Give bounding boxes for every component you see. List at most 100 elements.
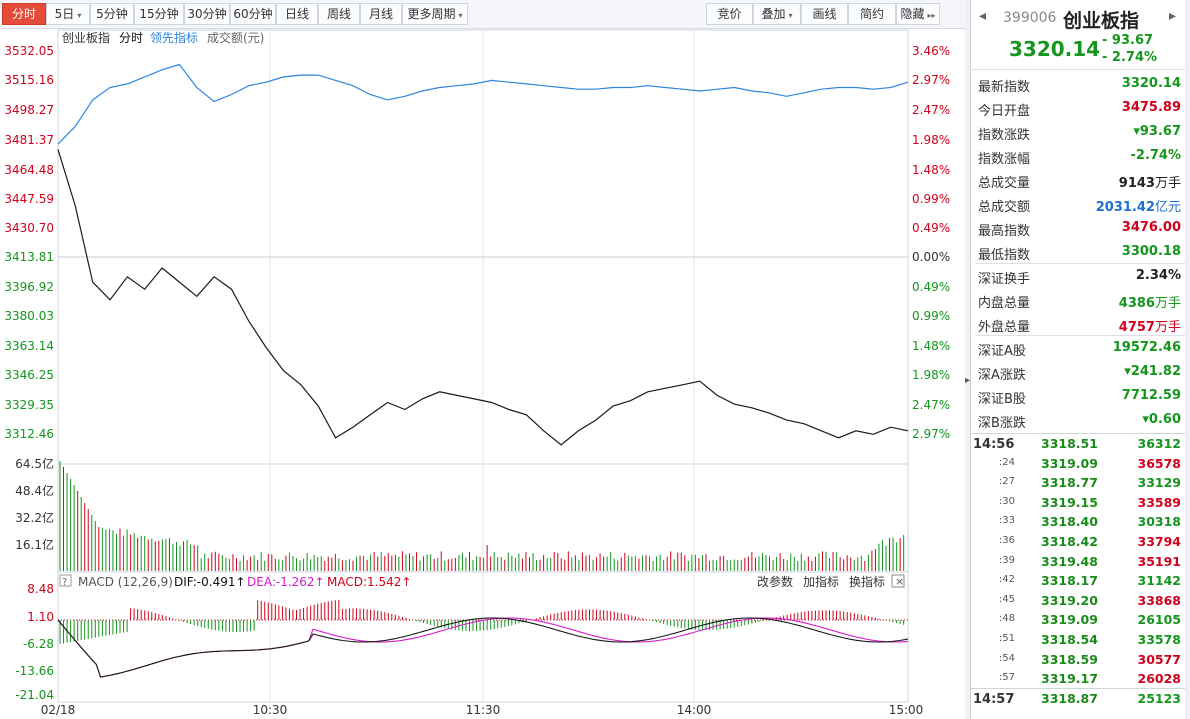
stat-row: 深B涨跌 ▾0.60 (978, 408, 1185, 432)
tick-price: 3318.59 (1041, 651, 1098, 667)
tick-price: 3319.48 (1041, 553, 1098, 569)
toolbar-button-label: 叠加 (761, 7, 786, 21)
toolbar-button-0[interactable]: 竞价 (706, 3, 753, 25)
index-price-line (57, 149, 909, 446)
toolbar-button-1[interactable]: 叠加 ▾ (753, 3, 801, 25)
stat-row: 最低指数 3300.18 (978, 240, 1185, 264)
tick-volume: 33868 (1137, 592, 1182, 608)
stat-value: 4757万手 (1118, 320, 1181, 335)
toolbar-button-4[interactable]: 隐藏 ▸▸ (896, 3, 940, 25)
period-tab-8[interactable]: 月线 (360, 3, 402, 25)
stat-label: 深证B股 (978, 392, 1026, 407)
panel-collapse-handle[interactable]: ▸ (965, 0, 970, 719)
period-tab-2[interactable]: 5分钟 (90, 3, 134, 25)
tick-volume: 30318 (1137, 514, 1182, 530)
period-tab-7[interactable]: 周线 (318, 3, 360, 25)
tick-row: :51 3318.54 33578 (975, 630, 1185, 650)
stat-label: 最低指数 (978, 248, 1031, 263)
period-tab-label: 5日 (54, 7, 75, 21)
prev-stock-icon[interactable]: ◂ (979, 8, 987, 24)
tick-row: 14:56 3318.51 36312 (973, 434, 1185, 454)
question-icon: ? (62, 577, 67, 588)
period-tab-label: 5分钟 (96, 7, 128, 21)
tick-price: 3318.40 (1041, 514, 1098, 530)
stat-label: 深证换手 (978, 272, 1031, 287)
tick-time: 14:57 (973, 691, 1015, 707)
period-tab-0[interactable]: 分时 (2, 3, 46, 25)
stat-value: 3475.89 (1121, 100, 1181, 115)
period-tab-6[interactable]: 日线 (276, 3, 318, 25)
stat-value: ▾93.67 (1133, 124, 1181, 139)
period-tab-5[interactable]: 60分钟 (230, 3, 276, 25)
tick-row: :57 3319.17 26028 (975, 669, 1185, 689)
tick-volume: 33794 (1137, 534, 1182, 549)
price-axis-label: 3447.59 (4, 192, 54, 206)
tick-time: :33 (998, 515, 1015, 527)
tick-time: :45 (998, 593, 1015, 605)
tick-volume: 35191 (1137, 553, 1182, 569)
tick-time: :24 (998, 456, 1015, 468)
macd-dif-line (57, 617, 909, 678)
pct-axis-label: 0.00% (912, 250, 950, 264)
stat-label: 内盘总量 (978, 296, 1031, 311)
price-axis-label: 3498.27 (4, 103, 54, 117)
time-axis-label: 14:00 (677, 703, 712, 717)
tick-row: :24 3319.09 36578 (975, 454, 1185, 474)
tick-time: :39 (998, 554, 1015, 566)
toolbar-button-3[interactable]: 简约 (848, 3, 896, 25)
stat-label: 最新指数 (978, 80, 1031, 95)
pct-axis-label: 0.49% (912, 221, 950, 235)
macd-action-link: 改参数 (757, 574, 793, 589)
macd-help-icon (59, 574, 72, 587)
close-icon: × (895, 575, 904, 588)
period-tab-3[interactable]: 15分钟 (134, 3, 184, 25)
tick-volume: 33129 (1137, 475, 1182, 491)
stat-row: 内盘总量 4386万手 (978, 288, 1185, 312)
toolbar-button-2[interactable]: 画线 (801, 3, 848, 25)
macd-dif-value: DIF:-0.491↑ (174, 575, 246, 589)
macd-action-link: 换指标 (849, 574, 885, 589)
period-tab-label: 分时 (11, 7, 36, 21)
panel-scrollbar[interactable] (1185, 0, 1190, 719)
intraday-chart: 创业板指 分时 领先指标 成交额(元) 3532.05 3515.16 3498.27 348… (4, 29, 950, 717)
period-tab-4[interactable]: 30分钟 (184, 3, 230, 25)
macd-axis-label: -6.28 (23, 637, 54, 651)
stat-value: ▾241.82 (1124, 364, 1181, 379)
tick-row: :27 3318.77 33129 (975, 473, 1185, 493)
tick-time: :57 (998, 672, 1015, 684)
amount-label: 成交额(元) (207, 30, 264, 45)
tick-price: 3318.77 (1041, 475, 1098, 491)
time-axis-label: 10:30 (253, 703, 288, 717)
pct-axis-label: 1.48% (912, 163, 950, 177)
tick-row: :36 3318.42 33794 (975, 532, 1185, 552)
period-tab-1[interactable]: 5日 ▾ (46, 3, 90, 25)
expand-icon: ▸▸ (927, 11, 936, 20)
stat-value: 9143万手 (1118, 176, 1181, 191)
tick-volume: 25123 (1137, 690, 1182, 706)
toolbar-button-label: 画线 (812, 7, 837, 21)
price-axis-label: 3464.48 (4, 163, 54, 177)
stat-row: 外盘总量 4757万手 (978, 312, 1185, 336)
tick-time: :36 (998, 535, 1015, 546)
tick-price: 3319.09 (1041, 455, 1098, 471)
chevron-down-icon: ▾ (77, 11, 82, 20)
stat-row: 指数涨幅 -2.74% (978, 144, 1185, 168)
stat-label: 总成交量 (978, 176, 1031, 191)
tick-time: :54 (998, 652, 1015, 664)
period-tab-9[interactable]: 更多周期 ▾ (402, 3, 468, 25)
stat-value: 7712.59 (1121, 388, 1181, 403)
price-axis-label: 3413.81 (4, 250, 54, 264)
tick-price: 3318.51 (1041, 436, 1098, 451)
next-stock-icon[interactable]: ▸ (1169, 8, 1177, 24)
stock-code: 399006 (1003, 10, 1057, 26)
lead-indicator-label: 领先指标 (150, 30, 198, 45)
time-axis-label: 02/18 (41, 703, 76, 717)
divider (975, 263, 1185, 264)
macd-title: MACD (12,26,9) (78, 575, 173, 589)
pct-axis-label: 1.48% (912, 339, 950, 353)
tick-volume: 33578 (1137, 632, 1182, 647)
tick-price: 3318.87 (1041, 690, 1098, 706)
price-axis-label: 3380.03 (4, 309, 54, 323)
stat-label: 外盘总量 (978, 320, 1031, 335)
